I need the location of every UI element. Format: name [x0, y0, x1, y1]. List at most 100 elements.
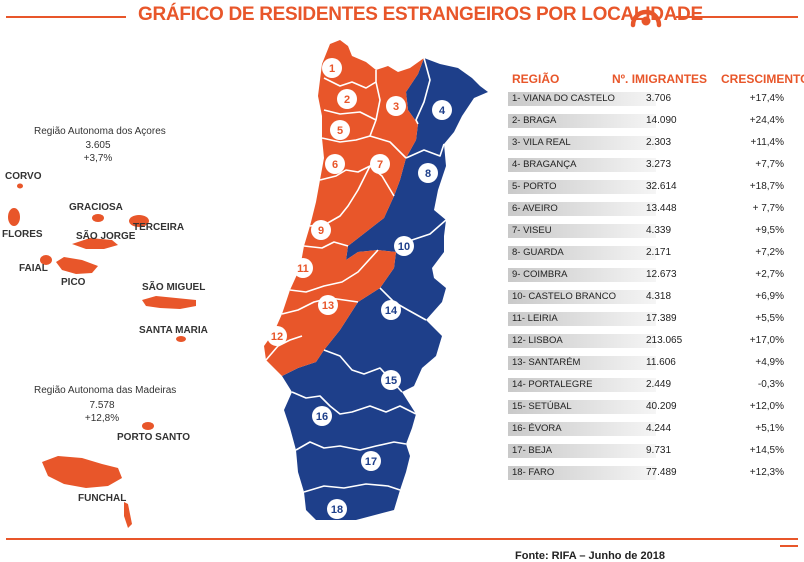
row-bar [508, 378, 656, 392]
island-flores [8, 208, 20, 226]
island-porto-santo [142, 422, 154, 430]
row-growth: +7,7% [755, 159, 784, 170]
header-rule-left [6, 16, 126, 18]
district-badge [330, 120, 350, 140]
row-bar [508, 334, 656, 348]
acores-map [8, 183, 196, 342]
acores-name: Região Autonoma dos Açores [34, 126, 166, 137]
island-pico [56, 257, 98, 274]
row-growth: +17,4% [749, 93, 784, 104]
row-growth: -0,3% [757, 379, 784, 390]
row-region: 17- BEJA [512, 445, 553, 456]
district-number: 2 [344, 94, 350, 106]
row-bar [508, 224, 656, 238]
madeira-growth: +12,8% [84, 413, 120, 424]
table-row: 10- CASTELO BRANCO 4.318 +6,9% [508, 290, 796, 304]
row-region: 9- COIMBRA [512, 269, 568, 280]
madeira-total: 7.578 [89, 400, 115, 411]
table-row: 4- BRAGANÇA 3.273 +7,7% [508, 158, 796, 172]
row-bar [508, 158, 656, 172]
table-row: 13- SANTARÉM 11.606 +4,9% [508, 356, 796, 370]
island-madeira [42, 456, 122, 488]
district-badge [322, 58, 342, 78]
acores-growth: +3,7% [83, 153, 113, 164]
row-immigrants: 3.273 [646, 159, 672, 170]
table-row: 1- VIANA DO CASTELO 3.706 +17,4% [508, 92, 796, 106]
district-badge [311, 220, 331, 240]
col-header-region: REGIÃO [512, 72, 560, 86]
madeira-map [42, 422, 154, 528]
district-badge [394, 236, 414, 256]
district-number: 5 [337, 125, 343, 137]
page-title: GRÁFICO DE RESIDENTES ESTRANGEIROS POR L… [138, 4, 703, 25]
district-badge [381, 370, 401, 390]
island-terceira [129, 215, 149, 227]
row-bar [508, 444, 656, 458]
table-row: 8- GUARDA 2.171 +7,2% [508, 246, 796, 260]
island-corvo [17, 183, 23, 189]
district-badge [293, 258, 313, 278]
district-badge [325, 154, 345, 174]
row-region: 12- LISBOA [512, 335, 563, 346]
district-badge [318, 295, 338, 315]
row-growth: +12,3% [749, 467, 784, 478]
col-header-growth: CRESCIMENTO [721, 72, 804, 86]
table-row: 16- ÉVORA 4.244 +5,1% [508, 422, 796, 436]
row-immigrants: 4.244 [646, 423, 672, 434]
row-region: 1- VIANA DO CASTELO [512, 93, 615, 104]
district-badge [337, 89, 357, 109]
row-region: 3- VILA REAL [512, 137, 571, 148]
label-flores: FLORES [2, 229, 43, 240]
row-region: 10- CASTELO BRANCO [512, 291, 616, 302]
district-badge [432, 100, 452, 120]
row-immigrants: 40.209 [646, 401, 677, 412]
row-growth: +2,7% [755, 269, 784, 280]
row-region: 15- SETÚBAL [512, 401, 572, 412]
district-number: 15 [385, 375, 397, 387]
row-immigrants: 4.318 [646, 291, 672, 302]
row-bar [508, 92, 656, 106]
table-row: 15- SETÚBAL 40.209 +12,0% [508, 400, 796, 414]
district-number: 16 [316, 411, 328, 423]
label-santa-maria: SANTA MARIA [139, 325, 208, 336]
row-bar [508, 246, 656, 260]
district-number: 17 [365, 456, 377, 468]
district-badge [418, 163, 438, 183]
acores-total: 3.605 [85, 140, 111, 151]
island-graciosa [92, 214, 104, 222]
table-row: 2- BRAGA 14.090 +24,4% [508, 114, 796, 128]
row-region: 8- GUARDA [512, 247, 564, 258]
row-region: 14- PORTALEGRE [512, 379, 593, 390]
row-bar [508, 466, 656, 480]
row-region: 5- PORTO [512, 181, 557, 192]
row-growth: +11,4% [750, 137, 784, 148]
row-bar [508, 136, 656, 150]
table-row: 7- VISEU 4.339 +9,5% [508, 224, 796, 238]
row-immigrants: 11.606 [646, 357, 676, 368]
row-bar [508, 114, 656, 128]
row-bar [508, 312, 656, 326]
col-header-immigrants: Nº. IMIGRANTES [612, 72, 708, 86]
district-badge [312, 406, 332, 426]
row-immigrants: 2.171 [646, 247, 672, 258]
row-bar [508, 422, 656, 436]
row-immigrants: 77.489 [646, 467, 677, 478]
island-sao-miguel [142, 296, 196, 309]
table-row: 5- PORTO 32.614 +18,7% [508, 180, 796, 194]
label-faial: FAIAL [19, 263, 48, 274]
row-immigrants: 17.389 [646, 313, 677, 324]
row-immigrants: 9.731 [646, 445, 672, 456]
label-sao-miguel: SÃO MIGUEL [142, 282, 206, 293]
row-growth: + 7,7% [752, 203, 784, 214]
district-number: 4 [439, 105, 446, 117]
table-row: 3- VILA REAL 2.303 +11,4% [508, 136, 796, 150]
row-immigrants: 32.614 [646, 181, 677, 192]
district-number: 13 [322, 300, 334, 312]
row-growth: +6,9% [755, 291, 784, 302]
district-badge [381, 300, 401, 320]
row-immigrants: 3.706 [646, 93, 672, 104]
row-bar [508, 400, 656, 414]
row-bar [508, 180, 656, 194]
